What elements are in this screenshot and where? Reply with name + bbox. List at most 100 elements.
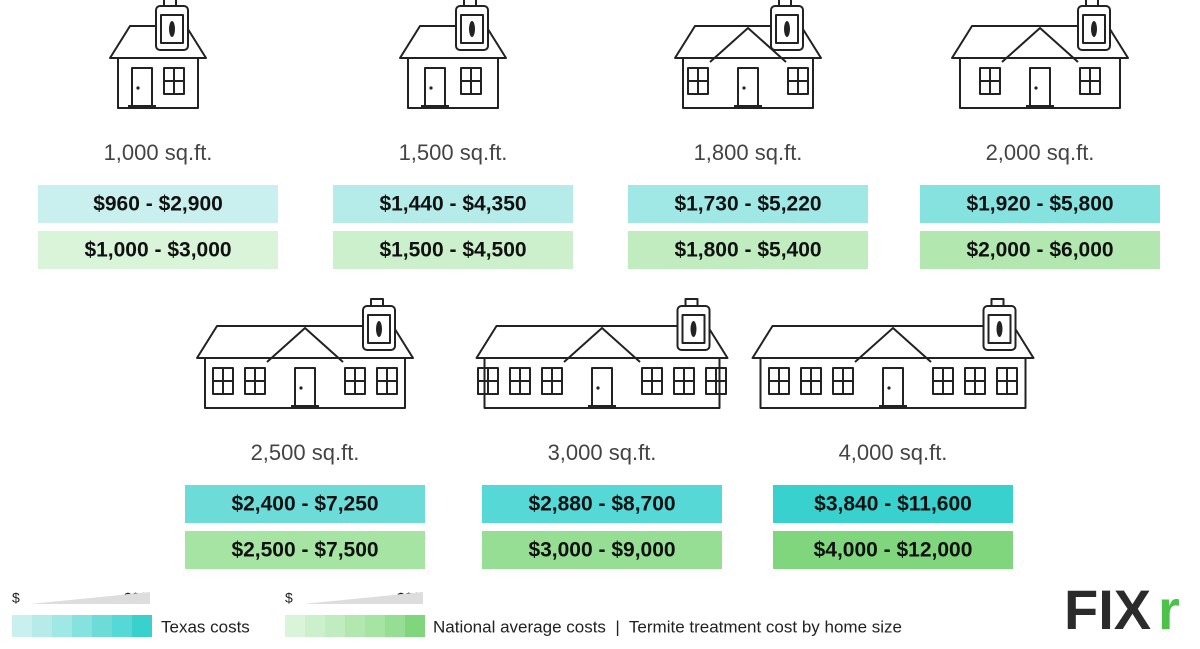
home-size: 1,000 sq.ft. bbox=[104, 140, 213, 165]
knob bbox=[1034, 86, 1038, 90]
national-box bbox=[185, 531, 425, 569]
house-icon bbox=[399, 0, 507, 109]
house-icon bbox=[109, 0, 207, 109]
house-icon bbox=[751, 298, 1035, 409]
texas-cost: $960 - $2,900 bbox=[93, 193, 223, 216]
home-size: 1,800 sq.ft. bbox=[694, 140, 803, 165]
national-cost: $4,000 - $12,000 bbox=[814, 539, 973, 562]
door bbox=[591, 367, 613, 407]
national-box bbox=[628, 231, 868, 269]
jug-label bbox=[775, 14, 799, 44]
termite bbox=[1091, 21, 1097, 37]
legend-swatch bbox=[405, 615, 425, 637]
jug-label bbox=[367, 314, 391, 344]
texas-cost: $1,920 - $5,800 bbox=[966, 193, 1113, 216]
house-icon bbox=[475, 298, 729, 409]
jug-label bbox=[987, 314, 1012, 344]
home-size: 2,500 sq.ft. bbox=[251, 440, 360, 465]
national-cost: $3,000 - $9,000 bbox=[528, 539, 675, 562]
termite bbox=[996, 321, 1003, 337]
logo-main: FIX bbox=[1064, 578, 1151, 641]
wall bbox=[682, 57, 814, 109]
legend-national: National average costs | Termite treatme… bbox=[433, 617, 902, 636]
termite bbox=[469, 21, 475, 37]
national-box bbox=[920, 231, 1160, 269]
knob bbox=[299, 386, 303, 390]
texas-box bbox=[38, 185, 278, 223]
wall bbox=[759, 357, 1027, 409]
texas-box bbox=[482, 485, 722, 523]
jug-cap bbox=[990, 298, 1005, 307]
texas-box bbox=[920, 185, 1160, 223]
legend-swatch bbox=[72, 615, 92, 637]
legend-swatch bbox=[285, 615, 305, 637]
door bbox=[131, 67, 153, 107]
termite bbox=[690, 321, 697, 337]
house-icon bbox=[674, 0, 822, 109]
national-cost: $2,500 - $7,500 bbox=[231, 539, 378, 562]
knob bbox=[429, 86, 433, 90]
scale-wedge bbox=[30, 592, 150, 604]
home-size: 4,000 sq.ft. bbox=[839, 440, 948, 465]
door bbox=[737, 67, 759, 107]
jug-cap bbox=[163, 0, 177, 7]
legend-texas: Texas costs bbox=[161, 617, 250, 636]
wall bbox=[407, 57, 499, 109]
roof bbox=[399, 25, 507, 59]
jug-cap bbox=[778, 0, 792, 7]
knob bbox=[596, 386, 600, 390]
jug-cap bbox=[463, 0, 477, 7]
knob bbox=[887, 386, 891, 390]
jug-label bbox=[681, 314, 706, 344]
texas-box bbox=[773, 485, 1013, 523]
national-box bbox=[38, 231, 278, 269]
wall bbox=[959, 57, 1121, 109]
national-box bbox=[333, 231, 573, 269]
legend-swatch bbox=[385, 615, 405, 637]
legend-low-2: $ bbox=[285, 590, 293, 606]
jug-cap bbox=[370, 298, 384, 307]
texas-box bbox=[185, 485, 425, 523]
jug-label bbox=[160, 14, 184, 44]
national-cost: $1,500 - $4,500 bbox=[379, 239, 526, 262]
gable bbox=[1001, 27, 1079, 63]
wall bbox=[204, 357, 406, 409]
national-cost: $1,800 - $5,400 bbox=[674, 239, 821, 262]
legend-swatch bbox=[325, 615, 345, 637]
door bbox=[424, 67, 446, 107]
scale-wedge bbox=[303, 592, 423, 604]
termite bbox=[376, 321, 382, 337]
national-cost: $1,000 - $3,000 bbox=[84, 239, 231, 262]
gable bbox=[563, 327, 641, 363]
national-box bbox=[773, 531, 1013, 569]
home-size: 2,000 sq.ft. bbox=[986, 140, 1095, 165]
jug-cap bbox=[684, 298, 699, 307]
gable bbox=[854, 327, 932, 363]
wall bbox=[117, 57, 199, 109]
legend-swatch bbox=[92, 615, 112, 637]
national-cost: $2,000 - $6,000 bbox=[966, 239, 1113, 262]
home-size: 3,000 sq.ft. bbox=[548, 440, 657, 465]
legend-swatch bbox=[365, 615, 385, 637]
texas-cost: $2,400 - $7,250 bbox=[231, 493, 378, 516]
legend-swatch bbox=[112, 615, 132, 637]
legend-swatch bbox=[12, 615, 32, 637]
texas-cost: $1,730 - $5,220 bbox=[674, 193, 821, 216]
termite bbox=[169, 21, 175, 37]
knob bbox=[136, 86, 140, 90]
legend-swatch bbox=[345, 615, 365, 637]
house-icon bbox=[951, 0, 1129, 109]
jug-label bbox=[1082, 14, 1106, 44]
termite bbox=[784, 21, 790, 37]
legend-swatch bbox=[52, 615, 72, 637]
legend-swatch bbox=[305, 615, 325, 637]
texas-cost: $3,840 - $11,600 bbox=[814, 493, 972, 516]
national-box bbox=[482, 531, 722, 569]
logo-accent: r bbox=[1158, 578, 1180, 641]
jug-cap bbox=[1085, 0, 1099, 7]
home-size: 1,500 sq.ft. bbox=[399, 140, 508, 165]
door bbox=[1029, 67, 1051, 107]
texas-cost: $2,880 - $8,700 bbox=[528, 493, 675, 516]
gable bbox=[266, 327, 344, 363]
